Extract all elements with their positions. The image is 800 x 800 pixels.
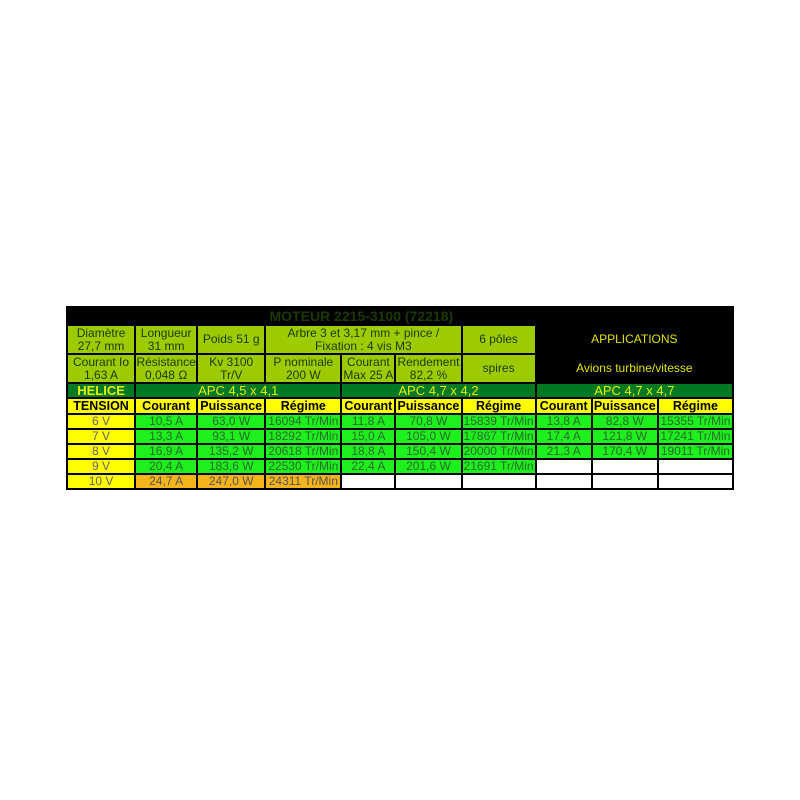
table-row: 7 V 13,3 A 93,1 W 18292 Tr/Min 15,0 A 105,0 W… — [68, 430, 732, 443]
spec-poles: 6 pôles — [462, 326, 535, 353]
regime-cell — [462, 475, 535, 488]
courant-cell: 24,7 A — [136, 475, 197, 488]
tension-cell: 10 V — [68, 475, 135, 488]
tension-cell: 9 V — [68, 460, 135, 473]
header-puissance: Puissance — [198, 399, 265, 413]
regime-cell: 17867 Tr/Min — [462, 430, 535, 443]
courant-cell: 22,4 A — [342, 460, 395, 473]
puissance-cell: 70,8 W — [396, 415, 461, 428]
puissance-cell: 150,4 W — [396, 445, 461, 458]
header-courant: Courant — [136, 399, 197, 413]
puissance-cell — [396, 475, 461, 488]
regime-cell: 20618 Tr/Min — [266, 445, 341, 458]
tension-cell: 7 V — [68, 430, 135, 443]
courant-cell: 18,8 A — [342, 445, 395, 458]
courant-cell — [536, 460, 591, 473]
propeller-1: APC 4,5 x 4,1 — [136, 384, 341, 397]
regime-cell: 15839 Tr/Min — [462, 415, 535, 428]
puissance-cell — [592, 460, 657, 473]
regime-cell: 15355 Tr/Min — [658, 415, 732, 428]
header-courant: Courant — [342, 399, 395, 413]
spec-efficiency: Rendement 82,2 % — [396, 355, 461, 382]
header-regime: Régime — [658, 399, 732, 413]
tension-header: TENSION — [68, 399, 135, 413]
header-regime: Régime — [462, 399, 535, 413]
table-row: 10 V 24,7 A 247,0 W 24311 Tr/Min — [68, 475, 732, 488]
spec-kv: Kv 3100 Tr/V — [198, 355, 265, 382]
regime-cell — [658, 475, 732, 488]
header-courant: Courant — [536, 399, 591, 413]
puissance-cell: 170,4 W — [592, 445, 657, 458]
courant-cell: 10,5 A — [136, 415, 197, 428]
courant-cell: 20,4 A — [136, 460, 197, 473]
puissance-cell: 82,8 W — [592, 415, 657, 428]
header-puissance: Puissance — [396, 399, 461, 413]
courant-cell: 15,0 A — [342, 430, 395, 443]
spec-idle-current: Courant Io 1,63 A — [68, 355, 135, 382]
regime-cell: 24311 Tr/Min — [266, 475, 341, 488]
tension-cell: 8 V — [68, 445, 135, 458]
spec-resistance: Résistance 0,048 Ω — [136, 355, 197, 382]
courant-cell: 13,8 A — [536, 415, 591, 428]
spec-diameter: Diamètre 27,7 mm — [68, 326, 135, 353]
regime-cell: 21691 Tr/Min — [462, 460, 535, 473]
propeller-3: APC 4,7 x 4,7 — [536, 384, 732, 397]
table-row: 8 V 16,9 A 135,2 W 20618 Tr/Min 18,8 A 150,4 … — [68, 445, 732, 458]
regime-cell: 17241 Tr/Min — [658, 430, 732, 443]
propeller-2: APC 4,7 x 4,2 — [342, 384, 535, 397]
applications-value: Avions turbine/vitesse — [536, 355, 732, 382]
puissance-cell — [592, 475, 657, 488]
regime-cell: 22530 Tr/Min — [266, 460, 341, 473]
spec-length: Longueur 31 mm — [136, 326, 197, 353]
puissance-cell: 93,1 W — [198, 430, 265, 443]
puissance-cell: 63,0 W — [198, 415, 265, 428]
spec-weight: Poids 51 g — [198, 326, 265, 353]
spec-turns: spires — [462, 355, 535, 382]
regime-cell — [658, 460, 732, 473]
courant-cell: 17,4 A — [536, 430, 591, 443]
courant-cell — [342, 475, 395, 488]
courant-cell — [536, 475, 591, 488]
helice-label: HELICE — [68, 384, 135, 397]
regime-cell: 18292 Tr/Min — [266, 430, 341, 443]
spec-max-current: Courant Max 25 A — [342, 355, 395, 382]
courant-cell: 16,9 A — [136, 445, 197, 458]
regime-cell: 20000 Tr/Min — [462, 445, 535, 458]
motor-title: MOTEUR 2215-3100 (72218) — [68, 308, 535, 324]
title-spacer — [536, 308, 732, 324]
courant-cell: 21,3 A — [536, 445, 591, 458]
puissance-cell: 105,0 W — [396, 430, 461, 443]
table-row: 9 V 20,4 A 183,6 W 22530 Tr/Min 22,4 A 201,6 … — [68, 460, 732, 473]
motor-spec-table: MOTEUR 2215-3100 (72218) Diamètre 27,7 m… — [66, 306, 734, 490]
puissance-cell: 135,2 W — [198, 445, 265, 458]
applications-label: APPLICATIONS — [536, 326, 732, 353]
courant-cell: 13,3 A — [136, 430, 197, 443]
regime-cell: 16094 Tr/Min — [266, 415, 341, 428]
header-regime: Régime — [266, 399, 341, 413]
spec-nominal-power: P nominale 200 W — [266, 355, 341, 382]
tension-cell: 6 V — [68, 415, 135, 428]
regime-cell: 19011 Tr/Min — [658, 445, 732, 458]
puissance-cell: 247,0 W — [198, 475, 265, 488]
puissance-cell: 201,6 W — [396, 460, 461, 473]
puissance-cell: 121,8 W — [592, 430, 657, 443]
puissance-cell: 183,6 W — [198, 460, 265, 473]
header-puissance: Puissance — [592, 399, 657, 413]
courant-cell: 11,8 A — [342, 415, 395, 428]
spec-shaft: Arbre 3 et 3,17 mm + pince / Fixation : … — [266, 326, 461, 353]
